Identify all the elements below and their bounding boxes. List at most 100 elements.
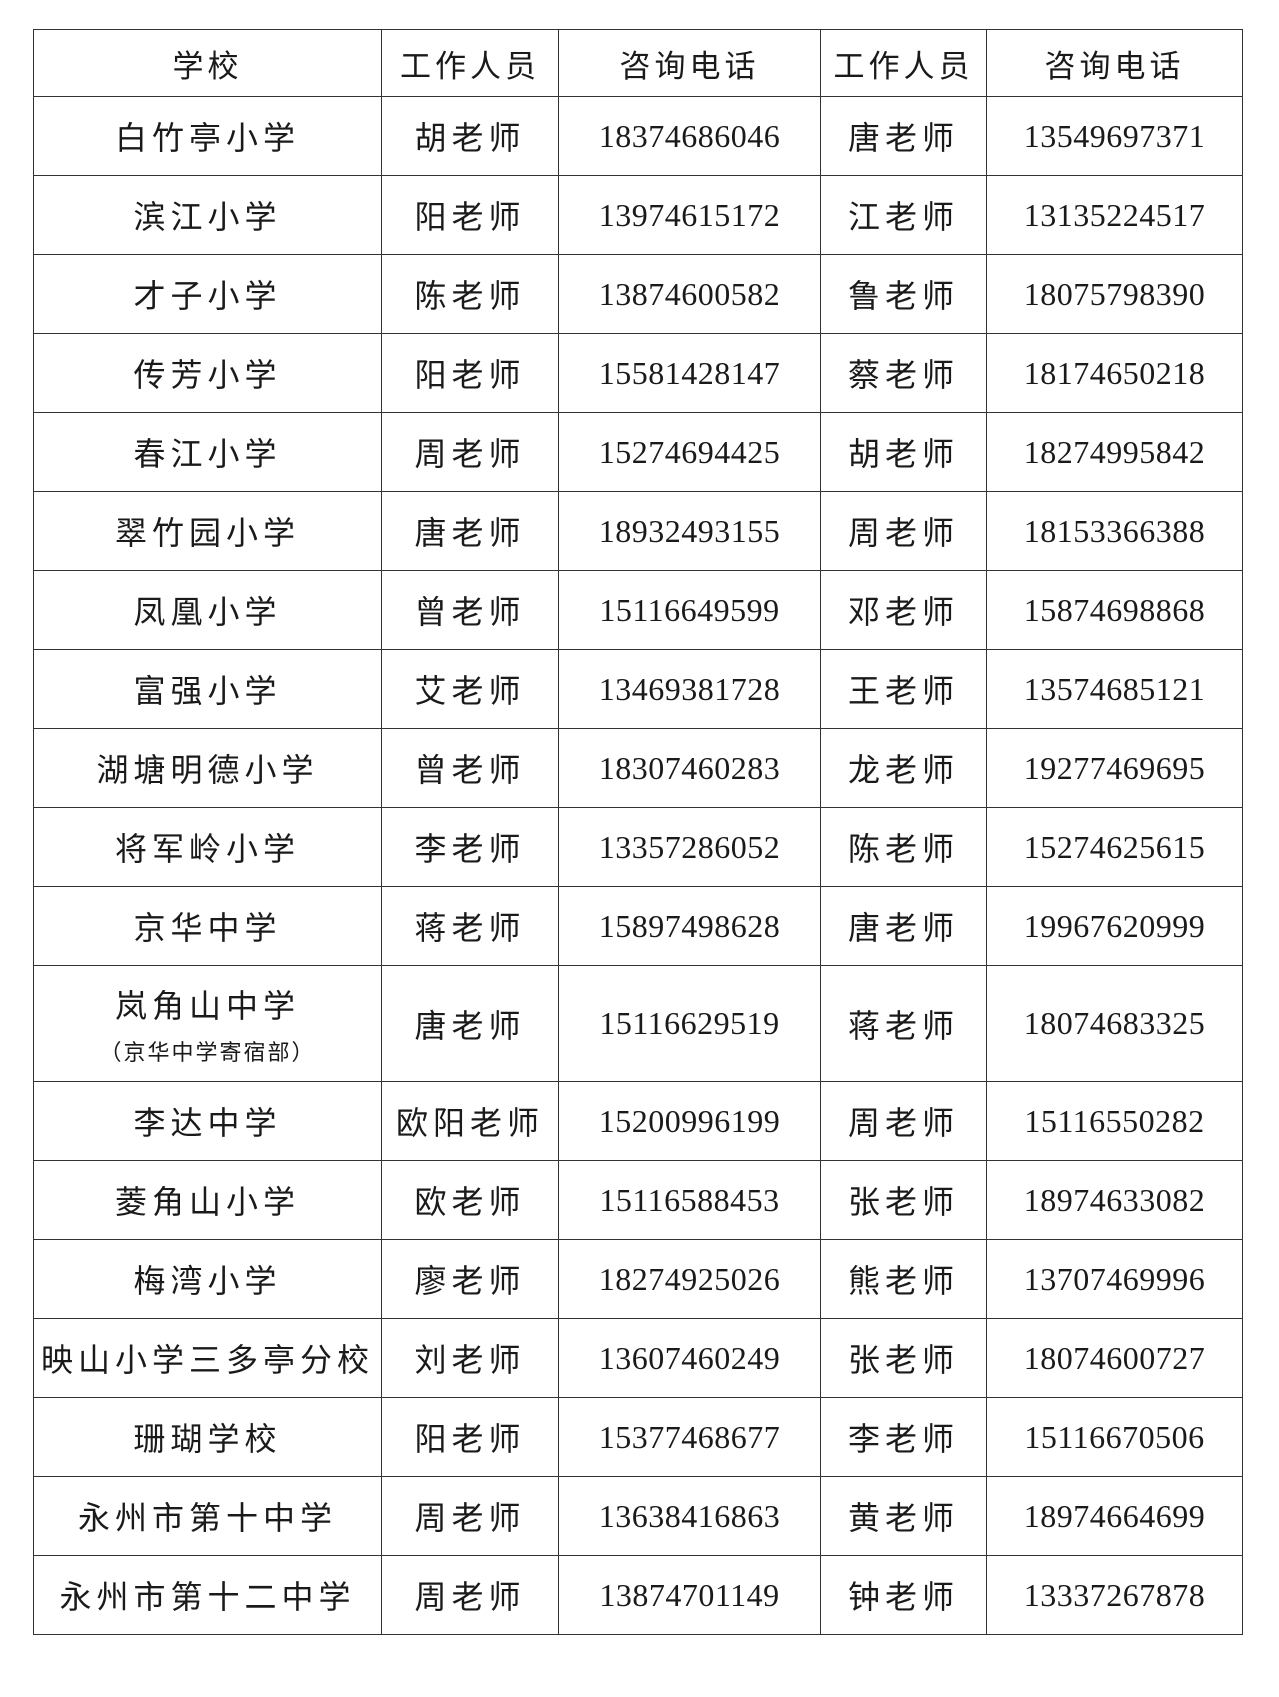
phone-1-cell: 13874600582 <box>558 254 821 334</box>
school-name: 映山小学三多亭分校 <box>40 1342 374 1378</box>
staff-2-cell: 蒋老师 <box>820 965 987 1082</box>
school-cell: 李达中学 <box>33 1081 382 1161</box>
staff-2-cell: 陈老师 <box>820 807 987 887</box>
phone-2-cell: 13337267878 <box>986 1555 1243 1635</box>
school-cell: 白竹亭小学 <box>33 96 382 176</box>
phone-2-cell: 15274625615 <box>986 807 1243 887</box>
table-row: 富强小学 艾老师 13469381728 王老师 13574685121 <box>33 649 1243 729</box>
table-row: 梅湾小学 廖老师 18274925026 熊老师 13707469996 <box>33 1239 1243 1319</box>
school-cell: 将军岭小学 <box>33 807 382 887</box>
school-cell: 翠竹园小学 <box>33 491 382 571</box>
staff-1-cell: 周老师 <box>381 1555 559 1635</box>
phone-2-cell: 19967620999 <box>986 886 1243 966</box>
header-staff-2: 工作人员 <box>820 29 987 97</box>
staff-1-cell: 阳老师 <box>381 1397 559 1477</box>
school-name: 湖塘明德小学 <box>96 752 319 788</box>
school-cell: 珊瑚学校 <box>33 1397 382 1477</box>
table-row: 映山小学三多亭分校 刘老师 13607460249 张老师 18074600727 <box>33 1318 1243 1398</box>
staff-2-cell: 周老师 <box>820 1081 987 1161</box>
school-cell: 梅湾小学 <box>33 1239 382 1319</box>
school-name: 将军岭小学 <box>114 831 300 867</box>
school-cell: 永州市第十中学 <box>33 1476 382 1556</box>
school-cell: 京华中学 <box>33 886 382 966</box>
phone-1-cell: 13469381728 <box>558 649 821 729</box>
phone-1-cell: 18932493155 <box>558 491 821 571</box>
phone-2-cell: 15874698868 <box>986 570 1243 650</box>
phone-1-cell: 18374686046 <box>558 96 821 176</box>
staff-2-cell: 钟老师 <box>820 1555 987 1635</box>
staff-1-cell: 曾老师 <box>381 728 559 808</box>
header-staff-1: 工作人员 <box>381 29 559 97</box>
phone-1-cell: 15581428147 <box>558 333 821 413</box>
school-name: 富强小学 <box>133 673 282 709</box>
phone-2-cell: 18074600727 <box>986 1318 1243 1398</box>
table-row: 将军岭小学 李老师 13357286052 陈老师 15274625615 <box>33 807 1243 887</box>
staff-2-cell: 江老师 <box>820 175 987 255</box>
staff-1-cell: 艾老师 <box>381 649 559 729</box>
phone-1-cell: 13357286052 <box>558 807 821 887</box>
phone-2-cell: 13707469996 <box>986 1239 1243 1319</box>
school-cell: 滨江小学 <box>33 175 382 255</box>
school-cell: 湖塘明德小学 <box>33 728 382 808</box>
staff-1-cell: 曾老师 <box>381 570 559 650</box>
phone-1-cell: 15377468677 <box>558 1397 821 1477</box>
phone-1-cell: 15116629519 <box>558 965 821 1082</box>
staff-2-cell: 张老师 <box>820 1160 987 1240</box>
school-name: 京华中学 <box>133 910 282 946</box>
staff-1-cell: 蒋老师 <box>381 886 559 966</box>
staff-1-cell: 阳老师 <box>381 333 559 413</box>
staff-1-cell: 李老师 <box>381 807 559 887</box>
staff-2-cell: 龙老师 <box>820 728 987 808</box>
staff-1-cell: 唐老师 <box>381 491 559 571</box>
school-name: 菱角山小学 <box>114 1184 300 1220</box>
staff-2-cell: 蔡老师 <box>820 333 987 413</box>
phone-2-cell: 15116670506 <box>986 1397 1243 1477</box>
staff-1-cell: 欧老师 <box>381 1160 559 1240</box>
school-cell: 菱角山小学 <box>33 1160 382 1240</box>
contact-table: 学校 工作人员 咨询电话 工作人员 咨询电话 白竹亭小学 胡老师 183746860… <box>33 29 1243 1635</box>
school-cell: 岚角山中学 （京华中学寄宿部） <box>33 965 382 1082</box>
staff-1-cell: 周老师 <box>381 1476 559 1556</box>
staff-2-cell: 黄老师 <box>820 1476 987 1556</box>
staff-1-cell: 廖老师 <box>381 1239 559 1319</box>
table-row: 才子小学 陈老师 13874600582 鲁老师 18075798390 <box>33 254 1243 334</box>
phone-2-cell: 18974633082 <box>986 1160 1243 1240</box>
phone-2-cell: 18074683325 <box>986 965 1243 1082</box>
table-row: 翠竹园小学 唐老师 18932493155 周老师 18153366388 <box>33 491 1243 571</box>
school-cell: 凤凰小学 <box>33 570 382 650</box>
school-name: 翠竹园小学 <box>114 515 300 551</box>
phone-2-cell: 15116550282 <box>986 1081 1243 1161</box>
staff-2-cell: 胡老师 <box>820 412 987 492</box>
phone-2-cell: 19277469695 <box>986 728 1243 808</box>
phone-2-cell: 18174650218 <box>986 333 1243 413</box>
staff-1-cell: 阳老师 <box>381 175 559 255</box>
phone-2-cell: 13135224517 <box>986 175 1243 255</box>
phone-1-cell: 13607460249 <box>558 1318 821 1398</box>
staff-2-cell: 周老师 <box>820 491 987 571</box>
school-name: 永州市第十二中学 <box>59 1579 356 1615</box>
school-cell: 春江小学 <box>33 412 382 492</box>
phone-2-cell: 13574685121 <box>986 649 1243 729</box>
phone-1-cell: 15116649599 <box>558 570 821 650</box>
staff-2-cell: 邓老师 <box>820 570 987 650</box>
school-name: 春江小学 <box>133 436 282 472</box>
phone-1-cell: 13974615172 <box>558 175 821 255</box>
header-phone-1: 咨询电话 <box>558 29 821 97</box>
table-row: 白竹亭小学 胡老师 18374686046 唐老师 13549697371 <box>33 96 1243 176</box>
staff-1-cell: 刘老师 <box>381 1318 559 1398</box>
phone-2-cell: 18153366388 <box>986 491 1243 571</box>
staff-2-cell: 张老师 <box>820 1318 987 1398</box>
school-cell: 富强小学 <box>33 649 382 729</box>
header-school: 学校 <box>33 29 382 97</box>
phone-1-cell: 13638416863 <box>558 1476 821 1556</box>
staff-1-cell: 胡老师 <box>381 96 559 176</box>
school-name: 岚角山中学 <box>114 987 300 1024</box>
school-cell: 才子小学 <box>33 254 382 334</box>
phone-2-cell: 18274995842 <box>986 412 1243 492</box>
table-row: 湖塘明德小学 曾老师 18307460283 龙老师 19277469695 <box>33 728 1243 808</box>
phone-1-cell: 15200996199 <box>558 1081 821 1161</box>
table-row: 李达中学 欧阳老师 15200996199 周老师 15116550282 <box>33 1081 1243 1161</box>
staff-2-cell: 唐老师 <box>820 96 987 176</box>
school-name: 李达中学 <box>133 1105 282 1141</box>
table-row: 永州市第十中学 周老师 13638416863 黄老师 18974664699 <box>33 1476 1243 1556</box>
